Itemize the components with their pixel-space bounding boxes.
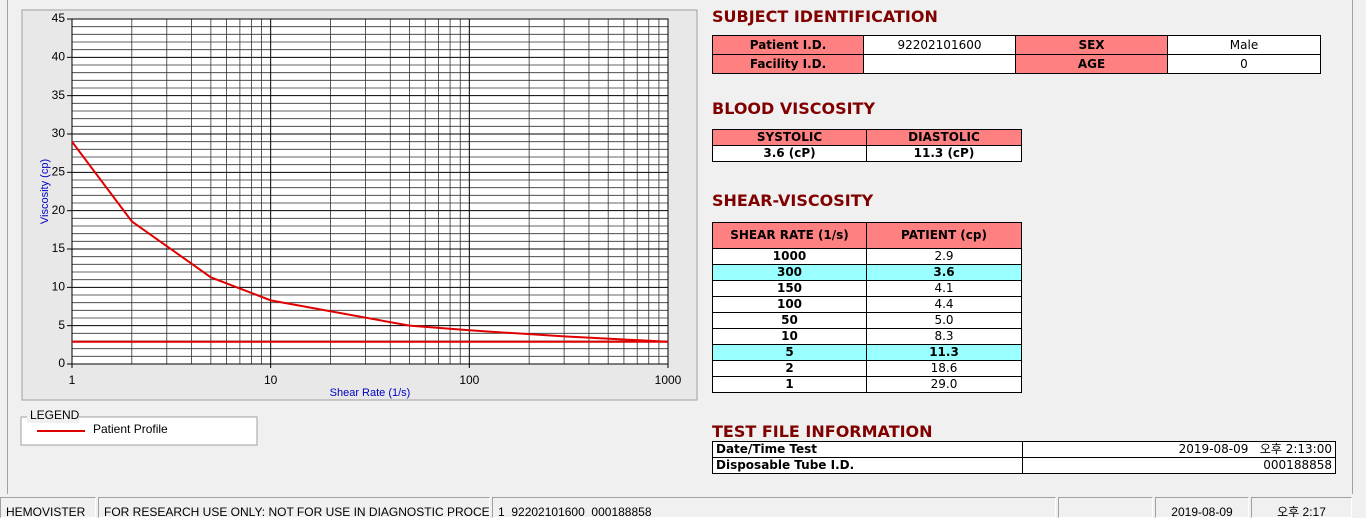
table-cell: 2019-08-09 오후 2:13:00 xyxy=(1022,441,1336,458)
table-cell: 5.0 xyxy=(866,312,1022,329)
status-cell: HEMOVISTER xyxy=(0,497,96,518)
table-cell: 100 xyxy=(712,296,867,313)
y-tick-label: 15 xyxy=(52,241,66,255)
table-cell: 1 xyxy=(712,376,867,393)
plot-frame xyxy=(71,18,669,365)
y-tick-label: 35 xyxy=(52,88,66,102)
x-tick-label: 1 xyxy=(69,373,76,387)
table-cell: Date/Time Test xyxy=(712,441,1023,458)
section-title: BLOOD VISCOSITY xyxy=(712,99,876,118)
series-line xyxy=(71,141,669,343)
status-cell: 오후 2:17 xyxy=(1251,497,1352,518)
table-cell: 3.6 xyxy=(866,264,1022,281)
table-cell: Disposable Tube I.D. xyxy=(712,457,1023,474)
x-axis-label: Shear Rate (1/s) xyxy=(330,387,411,399)
y-tick-label: 20 xyxy=(52,203,66,217)
table-cell: 11.3 xyxy=(866,344,1022,361)
table-cell: 92202101600 xyxy=(863,35,1016,55)
status-cell: FOR RESEARCH USE ONLY: NOT FOR USE IN DI… xyxy=(98,497,490,518)
table-cell: Patient I.D. xyxy=(712,35,864,55)
window-edge xyxy=(7,0,8,494)
table-cell: 3.6 (cP) xyxy=(712,145,867,162)
x-tick-label: 100 xyxy=(459,373,479,387)
section-title: SUBJECT IDENTIFICATION xyxy=(712,7,938,26)
table-cell: Male xyxy=(1167,35,1321,55)
section-title: TEST FILE INFORMATION xyxy=(712,422,933,441)
y-tick-label: 5 xyxy=(58,318,65,332)
table-cell: 5 xyxy=(712,344,867,361)
x-tick-label: 10 xyxy=(264,373,278,387)
x-tick-label: 1000 xyxy=(655,373,682,387)
table-cell: 150 xyxy=(712,280,867,297)
table-cell: PATIENT (cp) xyxy=(866,222,1022,249)
legend-title-bg xyxy=(27,409,79,423)
table-cell: 000188858 xyxy=(1022,457,1336,474)
status-cell: 1 92202101600 000188858 xyxy=(492,497,1056,518)
legend-title: LEGEND xyxy=(30,408,80,422)
y-tick-label: 25 xyxy=(52,165,66,179)
section-title: SHEAR-VISCOSITY xyxy=(712,191,874,210)
table-cell: Facility I.D. xyxy=(712,54,864,74)
window-edge xyxy=(1352,0,1353,494)
table-cell: 29.0 xyxy=(866,376,1022,393)
table-cell: 50 xyxy=(712,312,867,329)
table-cell: SHEAR RATE (1/s) xyxy=(712,222,867,249)
table-cell xyxy=(863,54,1016,74)
y-tick-label: 30 xyxy=(52,126,66,140)
status-cell: 2019-08-09 xyxy=(1155,497,1249,518)
y-tick-label: 40 xyxy=(52,50,66,64)
chart: LEGEND 1 10 100 1000 0 5 10 15 20 25 30 35 40 45 Shear… xyxy=(20,9,698,446)
table-cell: 8.3 xyxy=(866,328,1022,345)
table-cell: AGE xyxy=(1015,54,1168,74)
y-tick-label: 0 xyxy=(58,356,65,370)
legend-label: Patient Profile xyxy=(93,422,168,436)
y-tick-label: 45 xyxy=(52,11,66,25)
y-tick-label: 10 xyxy=(52,280,66,294)
table-cell: 18.6 xyxy=(866,360,1022,377)
table-cell: 2 xyxy=(712,360,867,377)
table-cell: 10 xyxy=(712,328,867,345)
table-cell: 0 xyxy=(1167,54,1321,74)
table-cell: SYSTOLIC xyxy=(712,129,867,146)
y-axis-label: Viscosity (cp) xyxy=(39,159,51,224)
table-cell: 11.3 (cP) xyxy=(866,145,1022,162)
plot-area xyxy=(72,19,668,364)
table-cell: 300 xyxy=(712,264,867,281)
table-cell: DIASTOLIC xyxy=(866,129,1022,146)
table-cell: 4.1 xyxy=(866,280,1022,297)
table-cell: 1000 xyxy=(712,248,867,265)
status-cell xyxy=(1058,497,1153,518)
table-cell: 4.4 xyxy=(866,296,1022,313)
table-cell: 2.9 xyxy=(866,248,1022,265)
table-cell: SEX xyxy=(1015,35,1168,55)
